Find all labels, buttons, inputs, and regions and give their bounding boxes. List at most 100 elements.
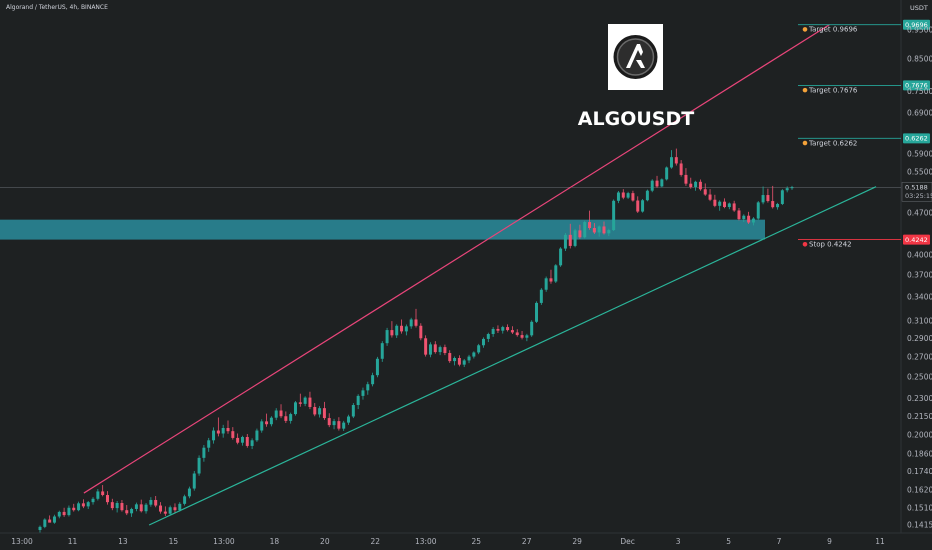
target-icon [802, 140, 808, 146]
candle [144, 502, 148, 514]
candle [766, 188, 770, 203]
y-tick-label: 0.9500 [907, 26, 932, 35]
candle-body [660, 179, 664, 187]
candle [192, 470, 196, 491]
candle-body [250, 440, 254, 446]
candle-body [371, 375, 375, 385]
candle-body [462, 360, 466, 365]
y-tick-label: 0.4700 [907, 208, 932, 217]
candle [265, 413, 269, 427]
candle [448, 350, 452, 363]
candle-body [766, 195, 770, 202]
candle-body [684, 174, 688, 184]
y-tick-label: 0.2900 [907, 334, 932, 343]
candle-body [428, 344, 432, 355]
candle [674, 148, 678, 166]
candle [462, 358, 466, 368]
target-level: Target 0.6262 0.6262 [798, 133, 930, 147]
target-icon [802, 27, 808, 32]
target-badge-value: 0.6262 [905, 135, 928, 143]
x-tick-label: 5 [726, 537, 731, 546]
x-tick-label: Dec [620, 537, 635, 546]
stop-badge [903, 234, 930, 245]
candle-body [221, 427, 225, 434]
y-tick-label: 0.8500 [907, 54, 932, 63]
candle-body [626, 193, 630, 198]
candle [43, 518, 47, 529]
candle-body [588, 222, 592, 229]
x-tick-label: 3 [676, 537, 681, 546]
candle-body [57, 511, 61, 517]
candle [477, 343, 481, 355]
stop-label: Stop 0.4242 [809, 241, 852, 249]
channel-lines-layer [83, 24, 877, 526]
candle-body [491, 328, 495, 335]
target-badge-value: 0.9696 [905, 21, 928, 29]
candle [105, 491, 109, 505]
candle-body [506, 327, 510, 331]
candle [375, 356, 379, 378]
y-tick-label: 0.7500 [907, 87, 932, 96]
candle [216, 417, 220, 437]
candle [424, 335, 428, 357]
candle [395, 324, 399, 339]
symbol-title: ALGOUSDT [578, 108, 694, 130]
candle [650, 179, 654, 193]
candle-body [115, 502, 119, 509]
candle-body [747, 215, 751, 223]
candle [101, 485, 105, 497]
candle-body [101, 491, 105, 496]
candle-body [212, 430, 216, 441]
candle-body [130, 508, 134, 514]
candle [202, 444, 206, 462]
candle-body [173, 507, 177, 511]
currency-label: USDT [910, 4, 928, 12]
candle-body [81, 503, 85, 507]
y-tick-label: 0.1620 [907, 485, 932, 494]
candle-body [385, 330, 389, 344]
candle-body [159, 505, 163, 512]
candle [443, 344, 447, 356]
candle-body [592, 228, 596, 233]
y-tick-label: 0.2300 [907, 394, 932, 403]
candle-body [433, 344, 437, 353]
candle [698, 179, 702, 191]
candle-body [650, 180, 654, 191]
candle-body [43, 519, 47, 527]
candle-body [375, 358, 379, 376]
candle-body [313, 406, 317, 415]
candle [563, 233, 567, 251]
candle-body [790, 187, 794, 189]
candle [183, 494, 187, 506]
candle [742, 214, 746, 222]
candle-body [616, 192, 620, 201]
candle-body [751, 218, 755, 223]
candle-body [207, 440, 211, 448]
lower-channel-line [148, 186, 877, 526]
upper-channel-line [83, 24, 830, 494]
candle-body [202, 447, 206, 458]
candle-body [308, 397, 312, 407]
candle [385, 327, 389, 346]
target-label: Target 0.9696 [808, 26, 858, 34]
candle [260, 419, 264, 433]
candle [708, 189, 712, 202]
candle-body [780, 190, 784, 204]
candle-body [110, 502, 114, 509]
candle [727, 202, 731, 210]
candle-body [689, 183, 693, 188]
candle-body [539, 289, 543, 303]
candle [737, 208, 741, 221]
candle [231, 427, 235, 440]
x-tick-label: 9 [827, 537, 832, 546]
candle [520, 330, 524, 340]
target-label: Target 0.6262 [808, 139, 857, 147]
candle [510, 326, 514, 335]
candle-body [245, 437, 249, 446]
candle-body [607, 230, 611, 234]
candle [669, 150, 673, 169]
candle [592, 223, 596, 234]
candle [240, 435, 244, 446]
y-tick-label: 0.1510 [907, 504, 932, 513]
